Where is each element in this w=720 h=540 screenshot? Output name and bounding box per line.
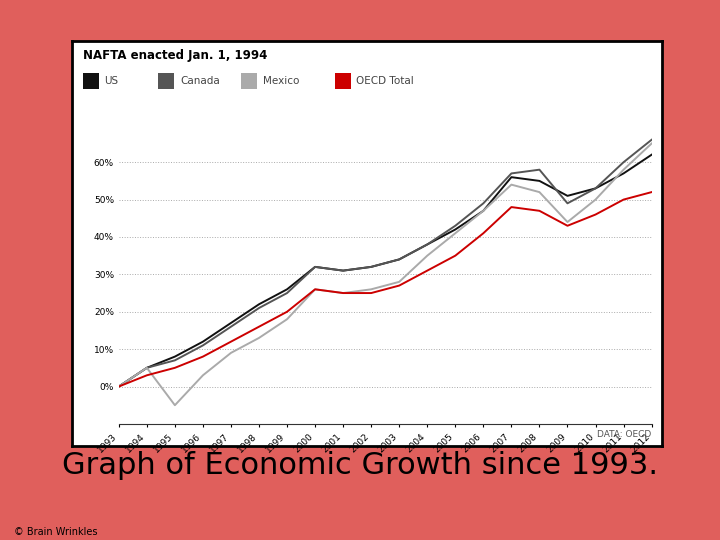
Text: Graph of Economic Growth since 1993.: Graph of Economic Growth since 1993. (62, 451, 658, 480)
Text: OECD Total: OECD Total (356, 76, 414, 86)
Text: Mexico: Mexico (263, 76, 300, 86)
Text: NAFTA enacted Jan. 1, 1994: NAFTA enacted Jan. 1, 1994 (83, 49, 267, 62)
Text: © Brain Wrinkles: © Brain Wrinkles (14, 527, 98, 537)
Text: Canada: Canada (180, 76, 220, 86)
Text: DATA: OECD: DATA: OECD (598, 430, 652, 439)
Text: US: US (104, 76, 119, 86)
